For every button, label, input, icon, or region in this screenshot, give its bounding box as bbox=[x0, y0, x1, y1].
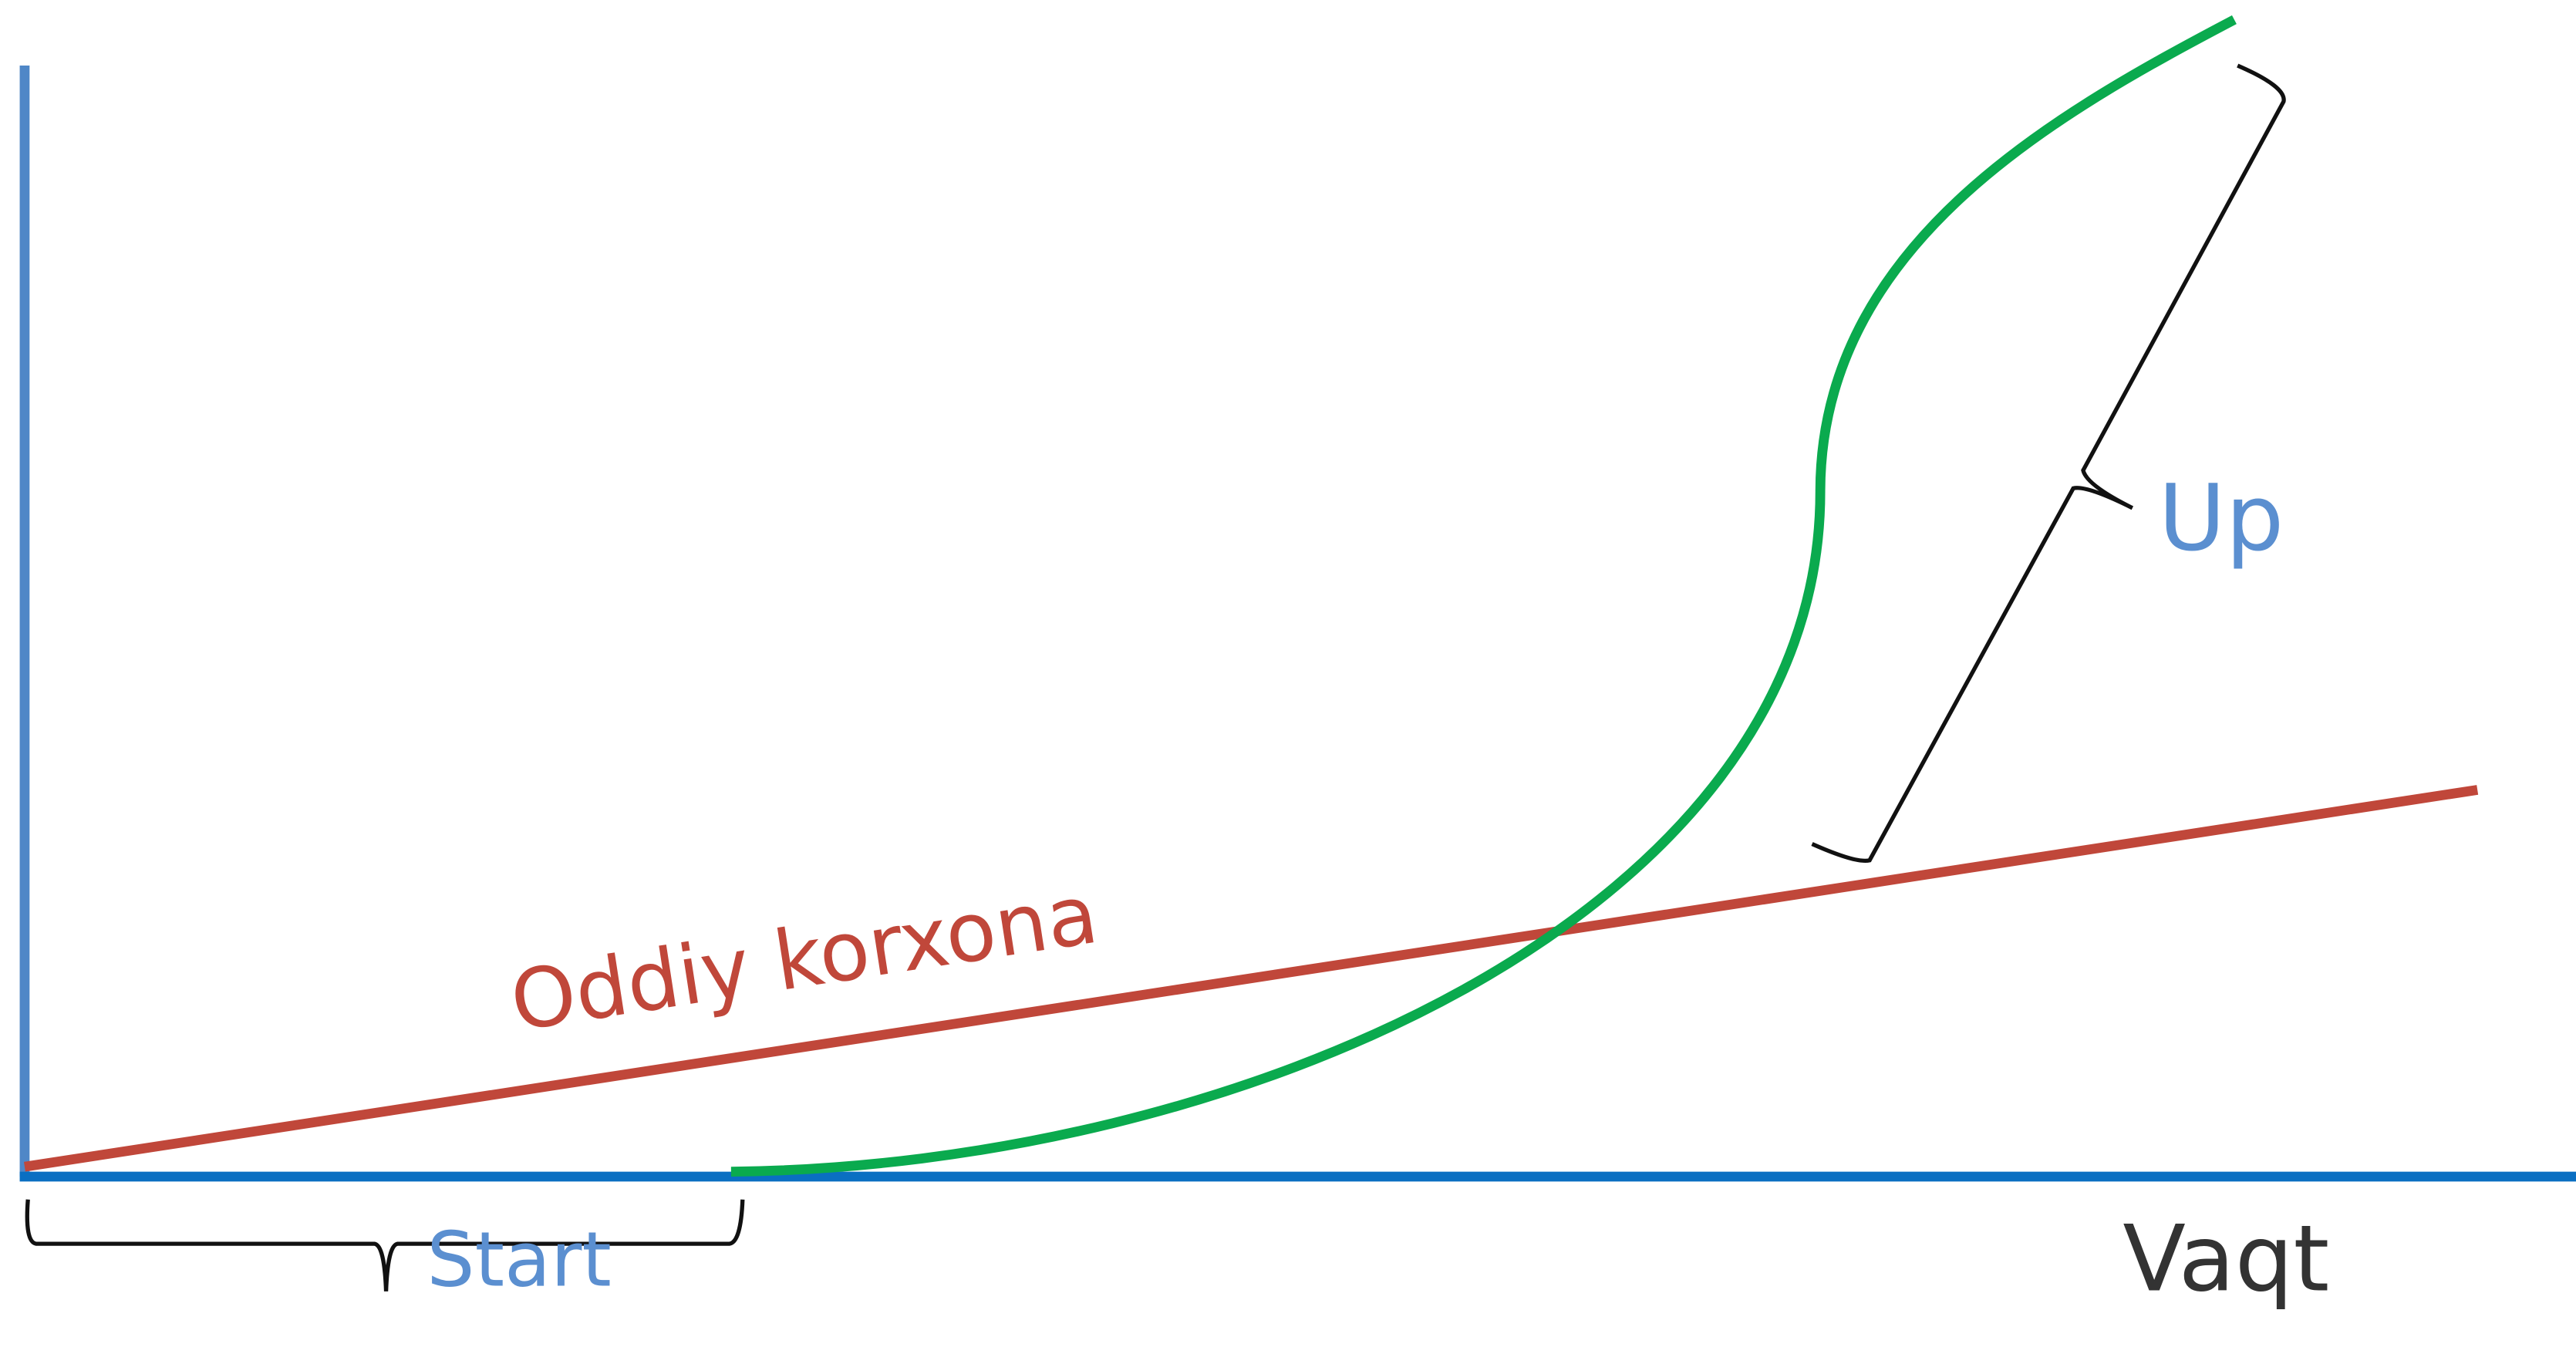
up-brace bbox=[1811, 63, 2286, 864]
up-label: Up bbox=[2158, 465, 2284, 572]
start-brace bbox=[25, 1199, 745, 1291]
ordinary-line bbox=[23, 785, 2479, 1172]
line-label: Oddiy korxona bbox=[504, 867, 1104, 1050]
x-axis-label: Vaqt bbox=[2123, 1206, 2329, 1313]
startup-curve bbox=[730, 15, 2237, 1177]
start-label: Start bbox=[427, 1217, 611, 1305]
